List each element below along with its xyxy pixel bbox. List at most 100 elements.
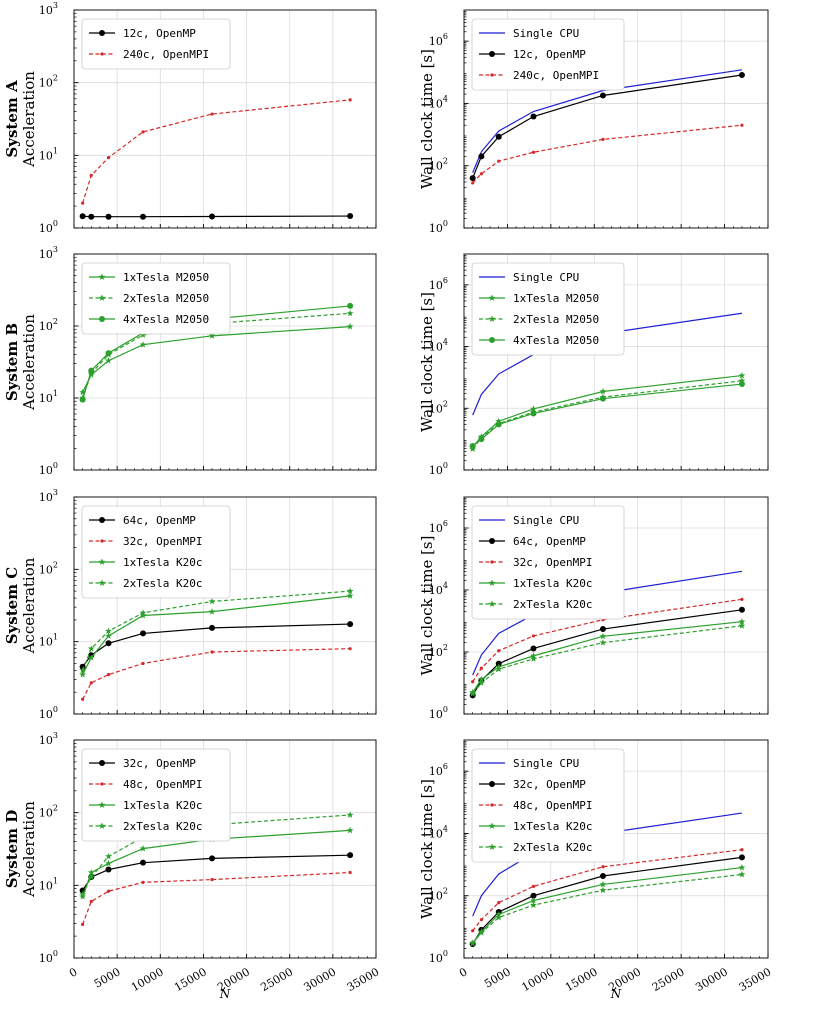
data-point xyxy=(469,175,476,182)
series-line xyxy=(472,609,743,696)
legend-label: 64c, OpenMP xyxy=(123,514,196,527)
y-axis-label: Acceleration xyxy=(20,557,38,654)
data-point xyxy=(531,634,536,638)
series-4xtesla-m2050 xyxy=(79,302,354,403)
y-tick-exponent: 4 xyxy=(443,94,448,103)
y-tick-exponent: 2 xyxy=(443,887,448,896)
series-line xyxy=(472,124,743,184)
series-32c-openmpi xyxy=(81,647,352,701)
y-tick-exponent: 3 xyxy=(53,1,58,10)
data-point xyxy=(106,156,111,160)
data-point xyxy=(469,940,477,947)
y-tick-exponent: 3 xyxy=(53,731,58,740)
data-point xyxy=(208,332,216,339)
data-point xyxy=(738,371,746,379)
data-point xyxy=(139,845,147,852)
series-line xyxy=(82,814,351,895)
data-point xyxy=(601,137,605,141)
data-point xyxy=(139,611,147,619)
series-line xyxy=(82,623,351,668)
x-tick-label: 0 xyxy=(457,965,470,980)
data-point xyxy=(471,680,475,684)
data-point xyxy=(210,650,214,654)
data-point xyxy=(479,666,483,670)
y-tick-label: 106 xyxy=(429,762,448,778)
data-point xyxy=(98,579,106,586)
y-axis-label: Acceleration xyxy=(20,801,38,898)
data-point xyxy=(488,579,496,586)
series-line xyxy=(472,383,743,447)
plot-frame xyxy=(73,253,377,471)
legend-label: 32c, OpenMP xyxy=(123,757,196,770)
data-point xyxy=(346,309,354,317)
data-point xyxy=(479,918,483,922)
data-point xyxy=(210,112,214,116)
series-12c-openmp xyxy=(469,71,745,182)
legend-label: Single CPU xyxy=(513,514,579,527)
series-line xyxy=(82,871,351,925)
data-point xyxy=(495,913,503,921)
series-line xyxy=(82,590,351,671)
data-point xyxy=(469,690,477,697)
series-line xyxy=(472,380,743,450)
y-tick-label: 100 xyxy=(39,461,58,477)
data-point xyxy=(738,377,746,384)
y-tick-exponent: 6 xyxy=(443,276,448,285)
data-point xyxy=(738,606,745,613)
series-4xtesla-m2050 xyxy=(469,381,745,449)
y-tick-label: 100 xyxy=(429,705,448,721)
legend-label: 32c, OpenMPI xyxy=(513,556,592,569)
data-point xyxy=(98,273,106,280)
data-point xyxy=(139,609,147,616)
y-tick-label: 102 xyxy=(39,317,58,333)
y-tick-label: 100 xyxy=(39,949,58,965)
data-point xyxy=(100,52,104,56)
x-axis-label: N xyxy=(610,987,622,1001)
data-point xyxy=(87,873,95,880)
data-point xyxy=(488,600,496,607)
x-tick-label: 5000 xyxy=(482,965,513,990)
series-line xyxy=(82,648,351,700)
data-point xyxy=(208,597,216,605)
x-tick-label: 25000 xyxy=(258,965,295,994)
data-point xyxy=(347,852,354,859)
system-label: System D xyxy=(3,810,21,889)
data-point xyxy=(209,624,216,631)
data-point xyxy=(81,201,85,205)
x-tick-label: 10000 xyxy=(129,965,166,994)
data-point xyxy=(495,421,502,428)
legend-label: 12c, OpenMP xyxy=(123,27,196,40)
data-point xyxy=(599,872,606,879)
legend-label: 1xTesla M2050 xyxy=(513,292,599,305)
y-tick-exponent: 4 xyxy=(443,338,448,347)
legend-label: 240c, OpenMPI xyxy=(123,48,209,61)
series-line xyxy=(472,312,743,416)
y-tick-exponent: 1 xyxy=(53,876,58,885)
y-tick-label: 101 xyxy=(39,876,58,892)
data-point xyxy=(495,665,503,673)
data-point xyxy=(488,294,496,301)
series-48c-openmpi xyxy=(81,870,352,926)
y-tick-exponent: 2 xyxy=(53,560,58,569)
x-tick-label: 15000 xyxy=(172,965,209,994)
system-label: System B xyxy=(3,323,21,401)
data-point xyxy=(530,645,537,652)
x-tick-label: 25000 xyxy=(650,965,687,994)
legend-label: 48c, OpenMPI xyxy=(513,799,592,812)
data-point xyxy=(488,822,496,829)
y-tick-exponent: 1 xyxy=(53,146,58,155)
data-point xyxy=(530,901,537,908)
legend-label: 2xTesla K20c xyxy=(513,841,592,854)
data-point xyxy=(478,436,485,443)
data-point xyxy=(348,870,352,875)
y-tick-label: 103 xyxy=(39,1,58,17)
series-line xyxy=(472,849,743,932)
data-point xyxy=(346,826,354,834)
legend xyxy=(471,748,625,863)
legend-label: 2xTesla K20c xyxy=(123,820,202,833)
y-tick-label: 106 xyxy=(429,32,448,48)
